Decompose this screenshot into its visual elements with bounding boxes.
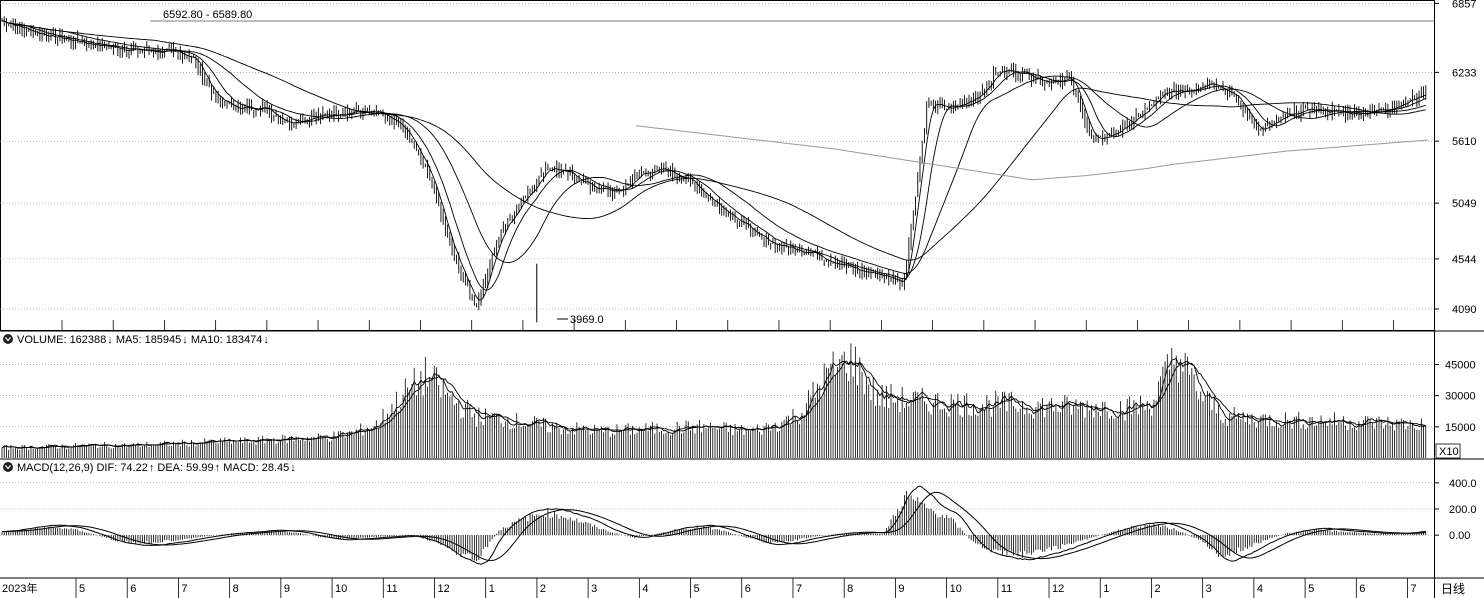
x-axis-month-label: 1 <box>489 583 495 595</box>
x-axis-month-label: 2 <box>1154 583 1160 595</box>
volume-y-tick-label: 15000 <box>1445 422 1476 434</box>
x-axis-month-label: 6 <box>1359 583 1365 595</box>
volume-unit-box <box>1435 443 1461 459</box>
price-ma-line-long <box>635 125 1429 181</box>
x-axis-month-label: 9 <box>898 583 904 595</box>
price-ma-lines <box>1 20 1429 301</box>
x-axis-month-label: 7 <box>796 583 802 595</box>
price-ma-line-30 <box>1 20 1426 274</box>
x-axis-month-label: 11 <box>1001 583 1012 595</box>
x-axis-month-label: 10 <box>950 583 962 595</box>
svg-text:VOLUME: 162388↓ MA5: 185945↓ M: VOLUME: 162388↓ MA5: 185945↓ MA10: 18347… <box>17 334 269 346</box>
x-axis-month-label: 4 <box>1257 583 1263 595</box>
volume-y-tick-label: 30000 <box>1445 391 1476 403</box>
volume-unit-label: X10 <box>1439 446 1459 458</box>
macd-y-tick-label: 200.0 <box>1449 504 1477 516</box>
x-axis-month-label: 3 <box>591 583 597 595</box>
x-axis-month-label: 7 <box>1411 583 1417 595</box>
price-ma-line-70 <box>1 20 1426 261</box>
x-axis: 2023年 5 6 7 8 9 10 11 12 1 2 3 4 5 6 7 8 9 10 11 12 1 2 3 4 5 6 7 <box>2 578 1417 598</box>
x-axis-year-label: 2023年 <box>2 581 37 595</box>
svg-text:MACD(12,26,9) DIF: 74.22↑ DEA:: MACD(12,26,9) DIF: 74.22↑ DEA: 59.99↑ MA… <box>17 462 296 474</box>
volume-value: VOLUME: 162388 <box>17 334 106 346</box>
price-y-tick-label: 4090 <box>1452 304 1476 316</box>
top-range-label: 6592.80 - 6589.80 <box>163 9 252 21</box>
macd-dif-dea-lines <box>1 485 1426 565</box>
macd-header: MACD(12,26,9) DIF: 74.22↑ DEA: 59.99↑ MA… <box>3 462 296 474</box>
x-axis-month-label: 11 <box>386 583 397 595</box>
x-axis-month-label: 9 <box>284 583 290 595</box>
macd-y-axis: 400.0 200.0 0.00 <box>1434 478 1477 542</box>
x-axis-month-label: 7 <box>181 583 187 595</box>
x-axis-month-label: 5 <box>79 583 85 595</box>
x-axis-month-label: 12 <box>1052 583 1064 595</box>
price-gridlines <box>0 3 1434 310</box>
price-y-tick-label: 6857 <box>1452 0 1476 10</box>
macd-dea-line <box>1 491 1426 562</box>
x-axis-month-label: 8 <box>847 583 853 595</box>
x-axis-month-label: 5 <box>1308 583 1314 595</box>
price-x-ticks <box>61 320 1394 330</box>
macd-dif: DIF: 74.22 <box>96 462 147 474</box>
volume-ma-lines <box>1 357 1426 449</box>
x-axis-month-label: 12 <box>437 583 449 595</box>
macd-y-tick-label: 0.00 <box>1449 530 1470 542</box>
chevron-down-icon <box>5 465 11 470</box>
x-axis-month-label: 2 <box>540 583 546 595</box>
price-ma-line-5 <box>1 20 1426 301</box>
macd-gridlines <box>0 482 1434 536</box>
x-axis-month-label: 10 <box>335 583 347 595</box>
volume-ma-line-10 <box>1 360 1426 449</box>
price-y-axis: 6857 6233 5610 5049 4544 4090 <box>1434 0 1476 316</box>
low-value-label: 3969.0 <box>570 314 604 326</box>
price-ma-line-12 <box>1 20 1426 291</box>
volume-header: VOLUME: 162388↓ MA5: 185945↓ MA10: 18347… <box>3 334 269 346</box>
macd-value: MACD: 28.45 <box>223 462 289 474</box>
price-y-tick-label: 5049 <box>1452 198 1476 210</box>
volume-y-tick-label: 45000 <box>1445 360 1476 372</box>
volume-ma5: MA5: 185945 <box>116 334 181 346</box>
macd-y-tick-label: 400.0 <box>1449 478 1477 490</box>
macd-collapse-icon[interactable] <box>3 462 13 472</box>
macd-dea: DEA: 59.99 <box>157 462 213 474</box>
price-y-tick-label: 5610 <box>1452 136 1476 148</box>
x-axis-month-label: 6 <box>130 583 136 595</box>
price-candles <box>1 16 1427 323</box>
price-panel-frame <box>0 0 1435 331</box>
x-axis-month-label: 4 <box>642 583 648 595</box>
macd-dif-line <box>1 485 1426 565</box>
chevron-down-icon <box>5 337 11 342</box>
volume-collapse-icon[interactable] <box>3 334 13 344</box>
volume-ma10: MA10: 183474 <box>191 334 263 346</box>
x-axis-month-label: 8 <box>233 583 239 595</box>
x-axis-month-label: 1 <box>1103 583 1109 595</box>
x-axis-month-label: 5 <box>694 583 700 595</box>
price-y-tick-label: 6233 <box>1452 67 1476 79</box>
period-label[interactable]: 日线 <box>1441 582 1465 596</box>
macd-params: MACD(12,26,9) <box>17 462 93 474</box>
price-y-tick-label: 4544 <box>1452 254 1476 266</box>
x-axis-month-label: 3 <box>1206 583 1212 595</box>
volume-y-axis: 45000 30000 15000 <box>1434 360 1476 434</box>
x-axis-month-label: 6 <box>745 583 751 595</box>
